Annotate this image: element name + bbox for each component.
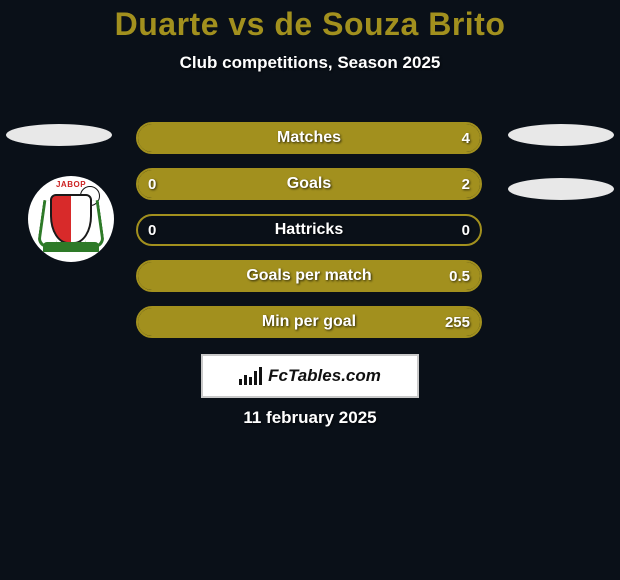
stat-value-left: 0 [148,170,156,198]
h2h-infographic: Duarte vs de Souza Brito Club competitio… [0,0,620,580]
stat-value-left: 0 [148,216,156,244]
chart-icon [239,367,262,385]
stat-row: Goals per match0.5 [136,260,482,292]
stat-fill-right [138,308,480,336]
subtitle: Club competitions, Season 2025 [0,53,620,73]
page-title: Duarte vs de Souza Brito [0,6,620,43]
stat-row: Matches4 [136,122,482,154]
stat-value-right: 255 [445,308,470,336]
club-badge-text: JABOP [28,180,114,189]
date-text: 11 february 2025 [0,408,620,428]
stat-fill-right [138,124,480,152]
player-right-placeholder-2 [508,178,614,200]
brand-text: FcTables.com [268,366,381,386]
stat-fill-right [138,170,480,198]
stat-value-right: 4 [462,124,470,152]
stat-label: Hattricks [138,216,480,244]
player-left-placeholder [6,124,112,146]
stat-fill-right [138,262,480,290]
stat-value-right: 0.5 [449,262,470,290]
stat-value-right: 0 [462,216,470,244]
stat-row: Min per goal255 [136,306,482,338]
stat-rows: Matches4Goals02Hattricks00Goals per matc… [136,122,482,352]
club-badge: JABOP [28,176,114,262]
player-right-placeholder [508,124,614,146]
stat-value-right: 2 [462,170,470,198]
stat-row: Goals02 [136,168,482,200]
stat-row: Hattricks0 0 [136,214,482,246]
brand-box[interactable]: FcTables.com [201,354,419,398]
